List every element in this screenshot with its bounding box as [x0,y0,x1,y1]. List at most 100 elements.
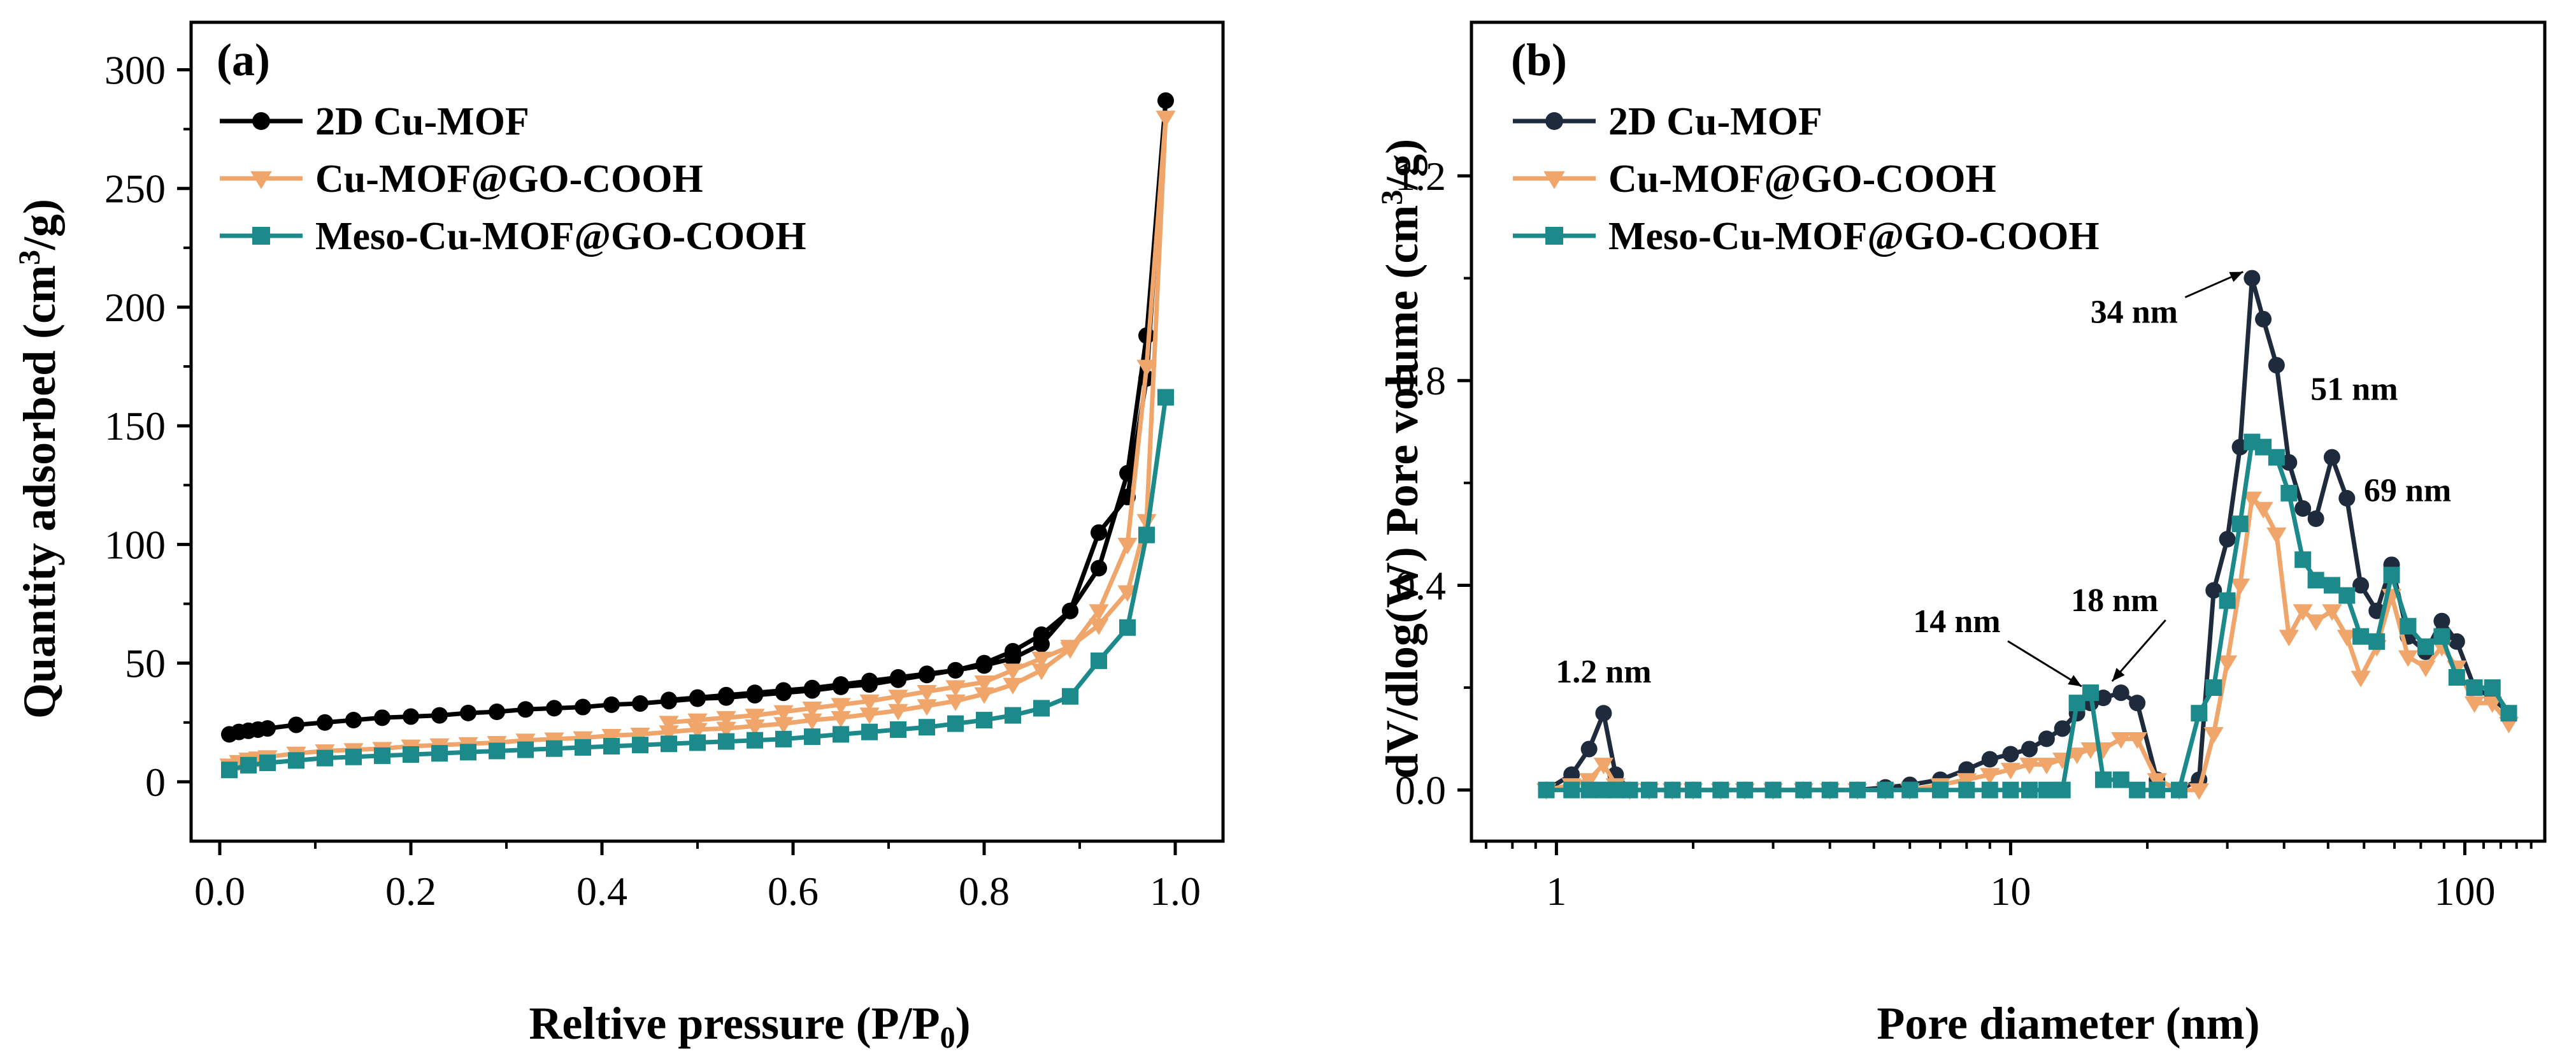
data-point [240,756,257,774]
data-point [745,709,765,726]
series-2D Cu-MOF [1538,270,2517,798]
data-point [1664,781,1681,798]
data-point [2054,781,2071,798]
data-point [2279,630,2299,647]
arrow-head [2112,668,2125,682]
data-point [661,691,677,709]
data-point [1005,650,1021,667]
data-point [2021,740,2038,758]
data-point [2338,587,2356,604]
data-point [345,712,362,729]
data-point [1089,618,1109,635]
x-tick-label: 0.4 [576,869,627,914]
data-point [1117,585,1138,602]
data-point [1821,781,1838,798]
data-point [317,749,333,767]
data-point [317,714,333,731]
data-point [1981,781,1998,798]
data-point [259,754,276,772]
data-point [1136,359,1157,377]
data-point [2500,705,2517,722]
data-point [1060,640,1080,657]
data-point [659,725,679,742]
data-point [1795,781,1812,798]
data-point [345,748,362,765]
data-point [2170,781,2187,798]
y-tick-label: 0.0 [1395,768,1446,813]
data-point [659,716,679,733]
data-point [489,704,505,721]
y-tick-label: 0 [145,760,166,805]
data-point [2219,592,2236,609]
data-point [2322,604,2342,621]
data-point [403,746,419,763]
data-point [1595,705,1612,722]
y-tick-label: 150 [104,403,166,449]
data-point [747,684,763,702]
data-point [403,708,419,725]
x-tick-label: 1 [1546,869,1566,914]
data-point [1849,781,1866,798]
data-point [945,694,966,711]
data-point [974,675,994,693]
data-point [2231,516,2249,533]
data-point [775,730,792,747]
data-point [1003,663,1023,681]
data-point [802,702,822,719]
legend-marker [252,227,270,245]
data-point [2002,746,2019,763]
data-point [2129,781,2146,798]
data-point [1157,92,1174,109]
annotations: 1.2 nm 14 nm 18 nm 34 nm 51 nm 69 nm [1556,271,2451,690]
data-point [288,752,304,769]
data-point [2464,696,2485,713]
data-point [2433,612,2451,630]
data-point [689,734,706,751]
data-point [2293,604,2313,621]
legend-item: 2D Cu-MOF [220,100,529,143]
data-point [2189,783,2209,800]
panel-b: (b) 2D Cu-MOF Cu-MOF@GO-COOH Meso-Cu-MOF@G… [1375,20,2547,1049]
data-point [1089,604,1109,621]
y-tick-label: 50 [125,641,166,686]
panel-b-x-axis-title: Pore diameter (nm) [1877,998,2259,1049]
data-point [917,699,937,716]
data-point [831,711,851,728]
data-point [603,696,620,713]
data-point [833,676,849,693]
data-point [2147,773,2167,790]
annotation-label: 51 nm [2310,372,2398,408]
panel-a-y-axis-title: Quantity adsorbed (cm3/g) [13,199,65,719]
data-point [2294,500,2312,517]
legend-marker [1545,227,1563,245]
data-point [2466,679,2483,697]
data-point [804,728,820,746]
data-point [2398,650,2418,667]
data-point [288,716,304,733]
data-point [221,761,238,779]
legend-label: Cu-MOF@GO-COOH [315,157,703,201]
data-point [632,737,648,754]
data-point [2080,742,2101,760]
data-point [945,680,966,697]
x-tick-label: 0.0 [194,869,245,914]
y-tick-label: 0.8 [1395,358,1446,403]
data-point [575,698,591,716]
data-point [1031,651,1052,668]
data-point [2094,771,2112,788]
data-point [601,728,622,746]
data-point [687,723,708,740]
data-point [2253,502,2273,519]
data-point [2111,732,2131,749]
data-point [919,719,935,736]
data-point [689,689,706,706]
data-point [1685,781,1702,798]
data-point [603,738,620,755]
legend-item: Cu-MOF@GO-COOH [1513,157,1996,201]
data-point [630,727,650,744]
data-point [2417,638,2434,655]
data-point [890,721,906,738]
data-point [2352,577,2370,594]
data-point [489,742,505,760]
data-point [1931,781,1949,798]
